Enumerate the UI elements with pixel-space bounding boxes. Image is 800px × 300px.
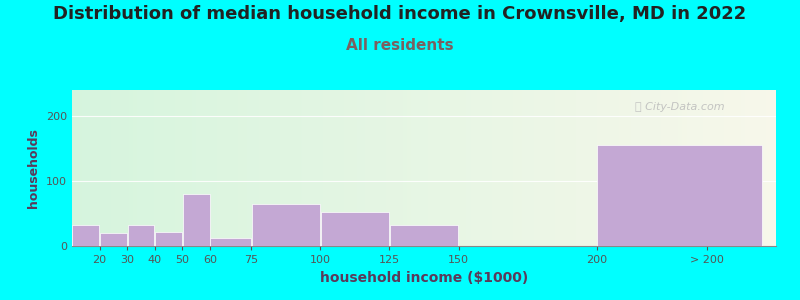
Bar	[183, 194, 210, 246]
Bar	[73, 225, 99, 246]
Text: ⓘ City-Data.com: ⓘ City-Data.com	[635, 103, 725, 112]
Bar	[252, 204, 320, 246]
Y-axis label: households: households	[27, 128, 41, 208]
Bar	[128, 224, 154, 246]
Bar	[155, 232, 182, 246]
Bar	[597, 145, 762, 246]
Text: Distribution of median household income in Crownsville, MD in 2022: Distribution of median household income …	[54, 4, 746, 22]
X-axis label: household income ($1000): household income ($1000)	[320, 271, 528, 285]
Text: All residents: All residents	[346, 38, 454, 52]
Bar	[321, 212, 389, 246]
Bar	[390, 225, 458, 246]
Bar	[100, 233, 127, 246]
Bar	[210, 238, 251, 246]
